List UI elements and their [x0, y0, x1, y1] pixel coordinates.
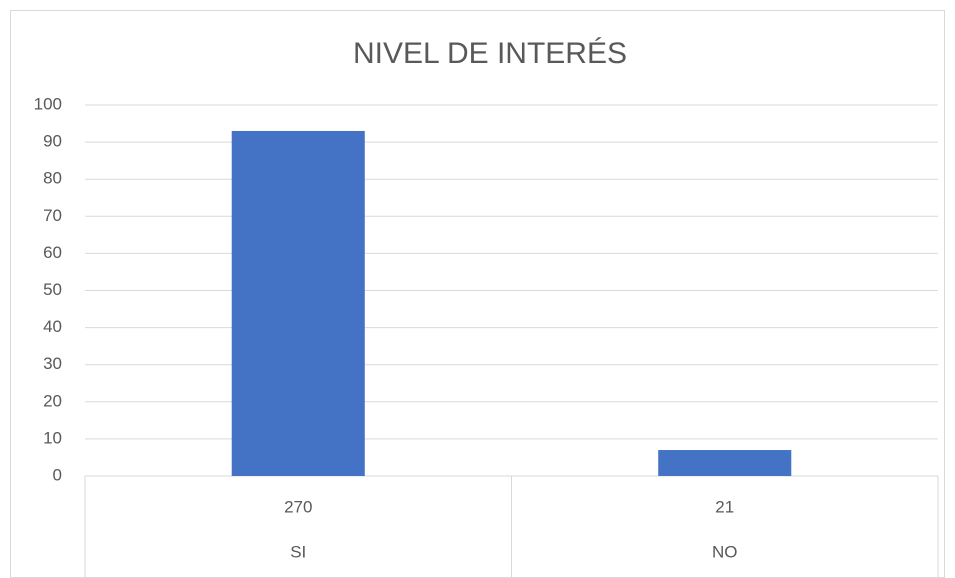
y-tick-label: 80	[43, 169, 62, 188]
x-group-label: SI	[290, 542, 306, 561]
chart-border	[10, 10, 945, 578]
x-tick-label: 21	[715, 497, 734, 516]
y-tick-label: 40	[43, 317, 62, 336]
y-tick-label: 100	[34, 94, 62, 113]
y-tick-label: 20	[43, 391, 62, 410]
y-tick-label: 10	[43, 428, 62, 447]
y-tick-label: 70	[43, 206, 62, 225]
y-tick-label: 90	[43, 132, 62, 151]
chart-title: NIVEL DE INTERÉS	[353, 37, 627, 70]
bar	[658, 450, 792, 476]
y-tick-label: 0	[53, 465, 62, 484]
y-tick-label: 60	[43, 243, 62, 262]
x-group-label: NO	[712, 542, 738, 561]
bar	[231, 130, 365, 476]
y-tick-label: 30	[43, 354, 62, 373]
y-tick-label: 50	[43, 280, 62, 299]
x-tick-label: 270	[284, 497, 312, 516]
